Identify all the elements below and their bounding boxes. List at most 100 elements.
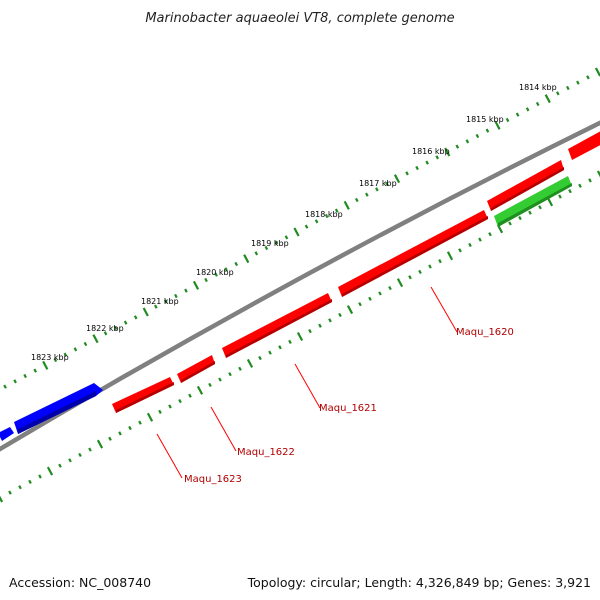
gene-label-maqu-1620[interactable]: Maqu_1620 xyxy=(456,327,514,338)
minor-tick xyxy=(586,75,590,80)
minor-tick xyxy=(278,345,282,350)
major-tick xyxy=(0,495,4,503)
minor-tick xyxy=(3,384,7,389)
map-title: Marinobacter aquaeolei VT8, complete gen… xyxy=(145,11,454,26)
outer-tick-ring xyxy=(3,67,600,389)
minor-tick xyxy=(354,197,359,203)
minor-tick xyxy=(418,269,422,275)
gene-maqu-1623[interactable] xyxy=(112,377,174,413)
gene-red-edge[interactable] xyxy=(568,126,600,160)
gene-green[interactable] xyxy=(494,176,572,227)
minor-tick xyxy=(515,112,520,117)
minor-tick xyxy=(228,372,232,377)
minor-tick xyxy=(458,248,462,253)
major-tick xyxy=(393,174,401,184)
minor-tick xyxy=(365,192,369,197)
minor-tick xyxy=(535,101,540,107)
minor-tick xyxy=(78,452,82,458)
genome-backbone xyxy=(0,120,600,452)
major-tick xyxy=(192,280,200,290)
minor-tick xyxy=(455,144,460,149)
minor-tick xyxy=(138,420,142,425)
minor-tick xyxy=(438,259,442,264)
minor-tick xyxy=(328,318,332,323)
gene-maqu-1621-shade xyxy=(226,299,332,358)
minor-tick xyxy=(28,479,32,484)
gene-maqu-1623-shade xyxy=(116,382,174,413)
gene-maqu-1621[interactable] xyxy=(222,293,332,358)
minor-tick xyxy=(525,107,530,112)
minor-tick xyxy=(168,404,172,409)
minor-tick xyxy=(23,373,27,379)
gene-labels: Maqu_1620 Maqu_1621 Maqu_1622 Maqu_1623 xyxy=(184,327,514,485)
minor-tick xyxy=(254,251,259,256)
minor-tick xyxy=(58,463,62,468)
gene-label-maqu-1621[interactable]: Maqu_1621 xyxy=(319,403,377,414)
minor-tick xyxy=(153,304,158,309)
gene-blue-left-stub[interactable] xyxy=(0,427,14,441)
minor-tick xyxy=(174,293,178,299)
minor-tick xyxy=(538,205,542,210)
minor-tick xyxy=(133,315,138,320)
minor-tick xyxy=(428,264,432,269)
major-tick xyxy=(396,278,404,288)
minor-tick xyxy=(408,275,412,280)
minor-tick xyxy=(274,240,279,245)
minor-tick xyxy=(358,302,362,307)
major-tick xyxy=(446,251,454,261)
minor-tick xyxy=(118,431,122,436)
minor-tick xyxy=(314,219,319,224)
major-tick xyxy=(142,307,149,317)
minor-tick xyxy=(83,341,88,347)
major-tick xyxy=(544,94,551,104)
major-tick xyxy=(96,439,104,449)
major-tick xyxy=(196,385,204,395)
major-tick xyxy=(444,147,451,157)
minor-tick xyxy=(264,245,269,251)
minor-tick xyxy=(164,299,168,304)
minor-tick xyxy=(488,232,492,237)
minor-tick xyxy=(53,357,58,363)
scale-label-1820: 1820 kbp xyxy=(196,268,234,277)
minor-tick xyxy=(188,393,192,398)
minor-tick xyxy=(334,208,339,213)
minor-tick xyxy=(284,235,289,240)
scale-label-1821: 1821 kbp xyxy=(141,297,179,306)
minor-tick xyxy=(214,272,218,277)
minor-tick xyxy=(324,213,329,219)
scale-label-1822: 1822 kbp xyxy=(86,324,124,333)
minor-tick xyxy=(204,277,208,283)
major-tick xyxy=(293,227,300,237)
minor-tick xyxy=(234,261,239,267)
minor-tick xyxy=(318,323,322,328)
minor-tick xyxy=(123,320,128,325)
accession-text: Accession: NC_008740 xyxy=(9,575,152,590)
gene-maqu-1620-shade xyxy=(342,216,488,297)
minor-tick xyxy=(578,183,582,188)
minor-tick xyxy=(224,267,228,272)
gene-maqu-1620[interactable] xyxy=(338,210,488,297)
scale-label-1823: 1823 kbp xyxy=(31,353,69,362)
gene-red-upper-shade xyxy=(491,167,564,211)
minor-tick xyxy=(468,242,472,248)
major-tick xyxy=(596,170,600,178)
major-tick xyxy=(46,466,54,476)
gene-blue-shade xyxy=(18,391,96,434)
minor-tick xyxy=(288,339,292,344)
gene-label-maqu-1623[interactable]: Maqu_1623 xyxy=(184,474,242,485)
minor-tick xyxy=(478,237,482,242)
scale-label-1815: 1815 kbp xyxy=(466,115,504,124)
major-tick xyxy=(243,254,250,264)
gene-maqu-1622[interactable] xyxy=(177,355,215,383)
major-tick xyxy=(146,412,154,422)
minor-tick xyxy=(208,382,212,388)
major-tick xyxy=(42,360,49,370)
gene-label-maqu-1622[interactable]: Maqu_1622 xyxy=(237,447,295,458)
minor-tick xyxy=(385,181,389,187)
minor-tick xyxy=(108,436,112,441)
minor-tick xyxy=(38,474,42,479)
gene-red-upper[interactable] xyxy=(487,160,564,211)
minor-tick xyxy=(268,350,272,355)
major-tick xyxy=(92,334,99,344)
